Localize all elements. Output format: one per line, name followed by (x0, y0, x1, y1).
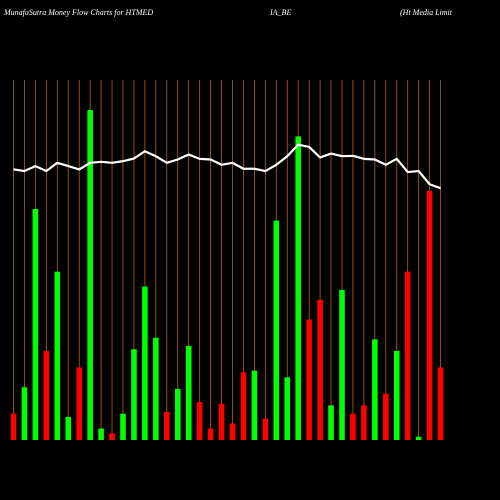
money-flow-bar (404, 271, 411, 440)
chart-title: MunafaSutra Money Flow Charts for HTMED … (0, 0, 500, 22)
money-flow-bar (21, 387, 28, 440)
money-flow-bar (295, 136, 301, 440)
money-flow-bar (273, 220, 280, 440)
money-flow-bar (109, 433, 115, 440)
money-flow-bar (350, 413, 356, 440)
money-flow-bar (185, 345, 192, 440)
money-flow-bar (10, 413, 17, 440)
money-flow-bar (306, 319, 312, 440)
money-flow-bar (317, 299, 323, 440)
money-flow-bar (174, 388, 181, 440)
money-flow-bar (415, 436, 422, 440)
money-flow-bar (142, 286, 148, 440)
money-flow-bar (383, 393, 389, 440)
money-flow-bar (372, 339, 378, 440)
money-flow-bar (131, 349, 137, 440)
title-part-2: IA_BE (270, 8, 292, 17)
money-flow-bar (361, 405, 367, 440)
money-flow-bar (262, 418, 269, 440)
money-flow-bar (339, 289, 345, 440)
money-flow-bar (120, 413, 126, 440)
title-part-1: MunafaSutra Money Flow Charts for HTMED (4, 8, 154, 17)
money-flow-bar (65, 416, 72, 440)
money-flow-bar (251, 370, 258, 440)
money-flow-bar (393, 350, 400, 440)
money-flow-bar (43, 350, 50, 440)
money-flow-bar (328, 405, 334, 440)
money-flow-bar (32, 209, 39, 440)
money-flow-bar (196, 402, 203, 440)
money-flow-bar (207, 428, 214, 440)
money-flow-bar (426, 190, 433, 440)
money-flow-bar (164, 411, 170, 440)
money-flow-bar (284, 377, 291, 440)
money-flow-bars (10, 110, 444, 440)
title-part-3: (Ht Media Limit (400, 8, 452, 17)
money-flow-bar (153, 337, 159, 440)
money-flow-bar (240, 372, 247, 440)
money-flow-bar (87, 110, 93, 440)
money-flow-bar (54, 271, 61, 440)
money-flow-bar (76, 367, 82, 440)
money-flow-bar (437, 367, 444, 440)
money-flow-bar (229, 423, 236, 440)
money-flow-bar (218, 403, 225, 440)
money-flow-bar (98, 428, 104, 440)
price-line (13, 143, 441, 190)
